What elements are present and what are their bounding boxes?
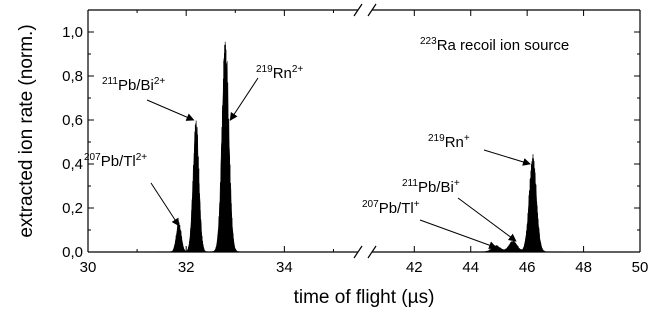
axes: [87, 3, 641, 259]
y-tick-label: 0,6: [62, 112, 83, 129]
peak-label-0: 207Pb/Tl2+: [84, 152, 147, 170]
x-tick-label: 32: [178, 259, 195, 276]
peak-arrow-2: [229, 77, 259, 121]
y-tick-label: 0,8: [62, 68, 83, 85]
axis-break-mark-1-1: [367, 3, 377, 17]
x-tick-label: 30: [80, 259, 97, 276]
peak-label-1: 211Pb/Bi2+: [102, 76, 165, 94]
y-tick-label: 0,0: [62, 244, 83, 261]
x-tick-label: 46: [519, 259, 536, 276]
axis-break-mark-0-1: [367, 245, 377, 259]
x-tick-label: 48: [575, 259, 592, 276]
spectrum-segment-2: [459, 154, 568, 253]
y-axis-title: extracted ion rate (norm.): [16, 24, 37, 237]
peak-arrow-3: [483, 149, 531, 166]
peak-arrow-5: [419, 219, 498, 249]
y-tick-label: 1,0: [62, 24, 83, 41]
plot-area: [146, 41, 568, 253]
labels: 0,0 0,2 0,4 0,6 0,8 1,0 30 32 34 42 44 46 48 50 time o…: [16, 24, 648, 308]
x-tick-label: 50: [632, 259, 649, 276]
axis-break-mark-1-0: [353, 3, 363, 17]
peak-arrow-1: [146, 99, 195, 121]
x-tick-label: 44: [462, 259, 479, 276]
spectrum-segment-1: [146, 41, 266, 253]
peak-arrow-4: [457, 197, 517, 242]
peak-label-5: 207Pb/Tl+: [362, 199, 420, 217]
axis-break-mark-0-0: [353, 245, 363, 259]
x-axis-title: time of flight (µs): [294, 287, 435, 308]
peak-label-4: 211Pb/Bi+: [402, 178, 460, 196]
peak-label-2: 219Rn2+: [256, 64, 303, 82]
source-legend-text: 223Ra recoil ion source: [420, 36, 569, 54]
peak-arrow-0: [150, 182, 180, 227]
x-tick-label: 42: [406, 259, 423, 276]
y-tick-label: 0,2: [62, 200, 83, 217]
peak-label-3: 219Rn+: [428, 133, 470, 151]
x-tick-label: 34: [276, 259, 293, 276]
y-tick-label: 0,4: [62, 156, 83, 173]
